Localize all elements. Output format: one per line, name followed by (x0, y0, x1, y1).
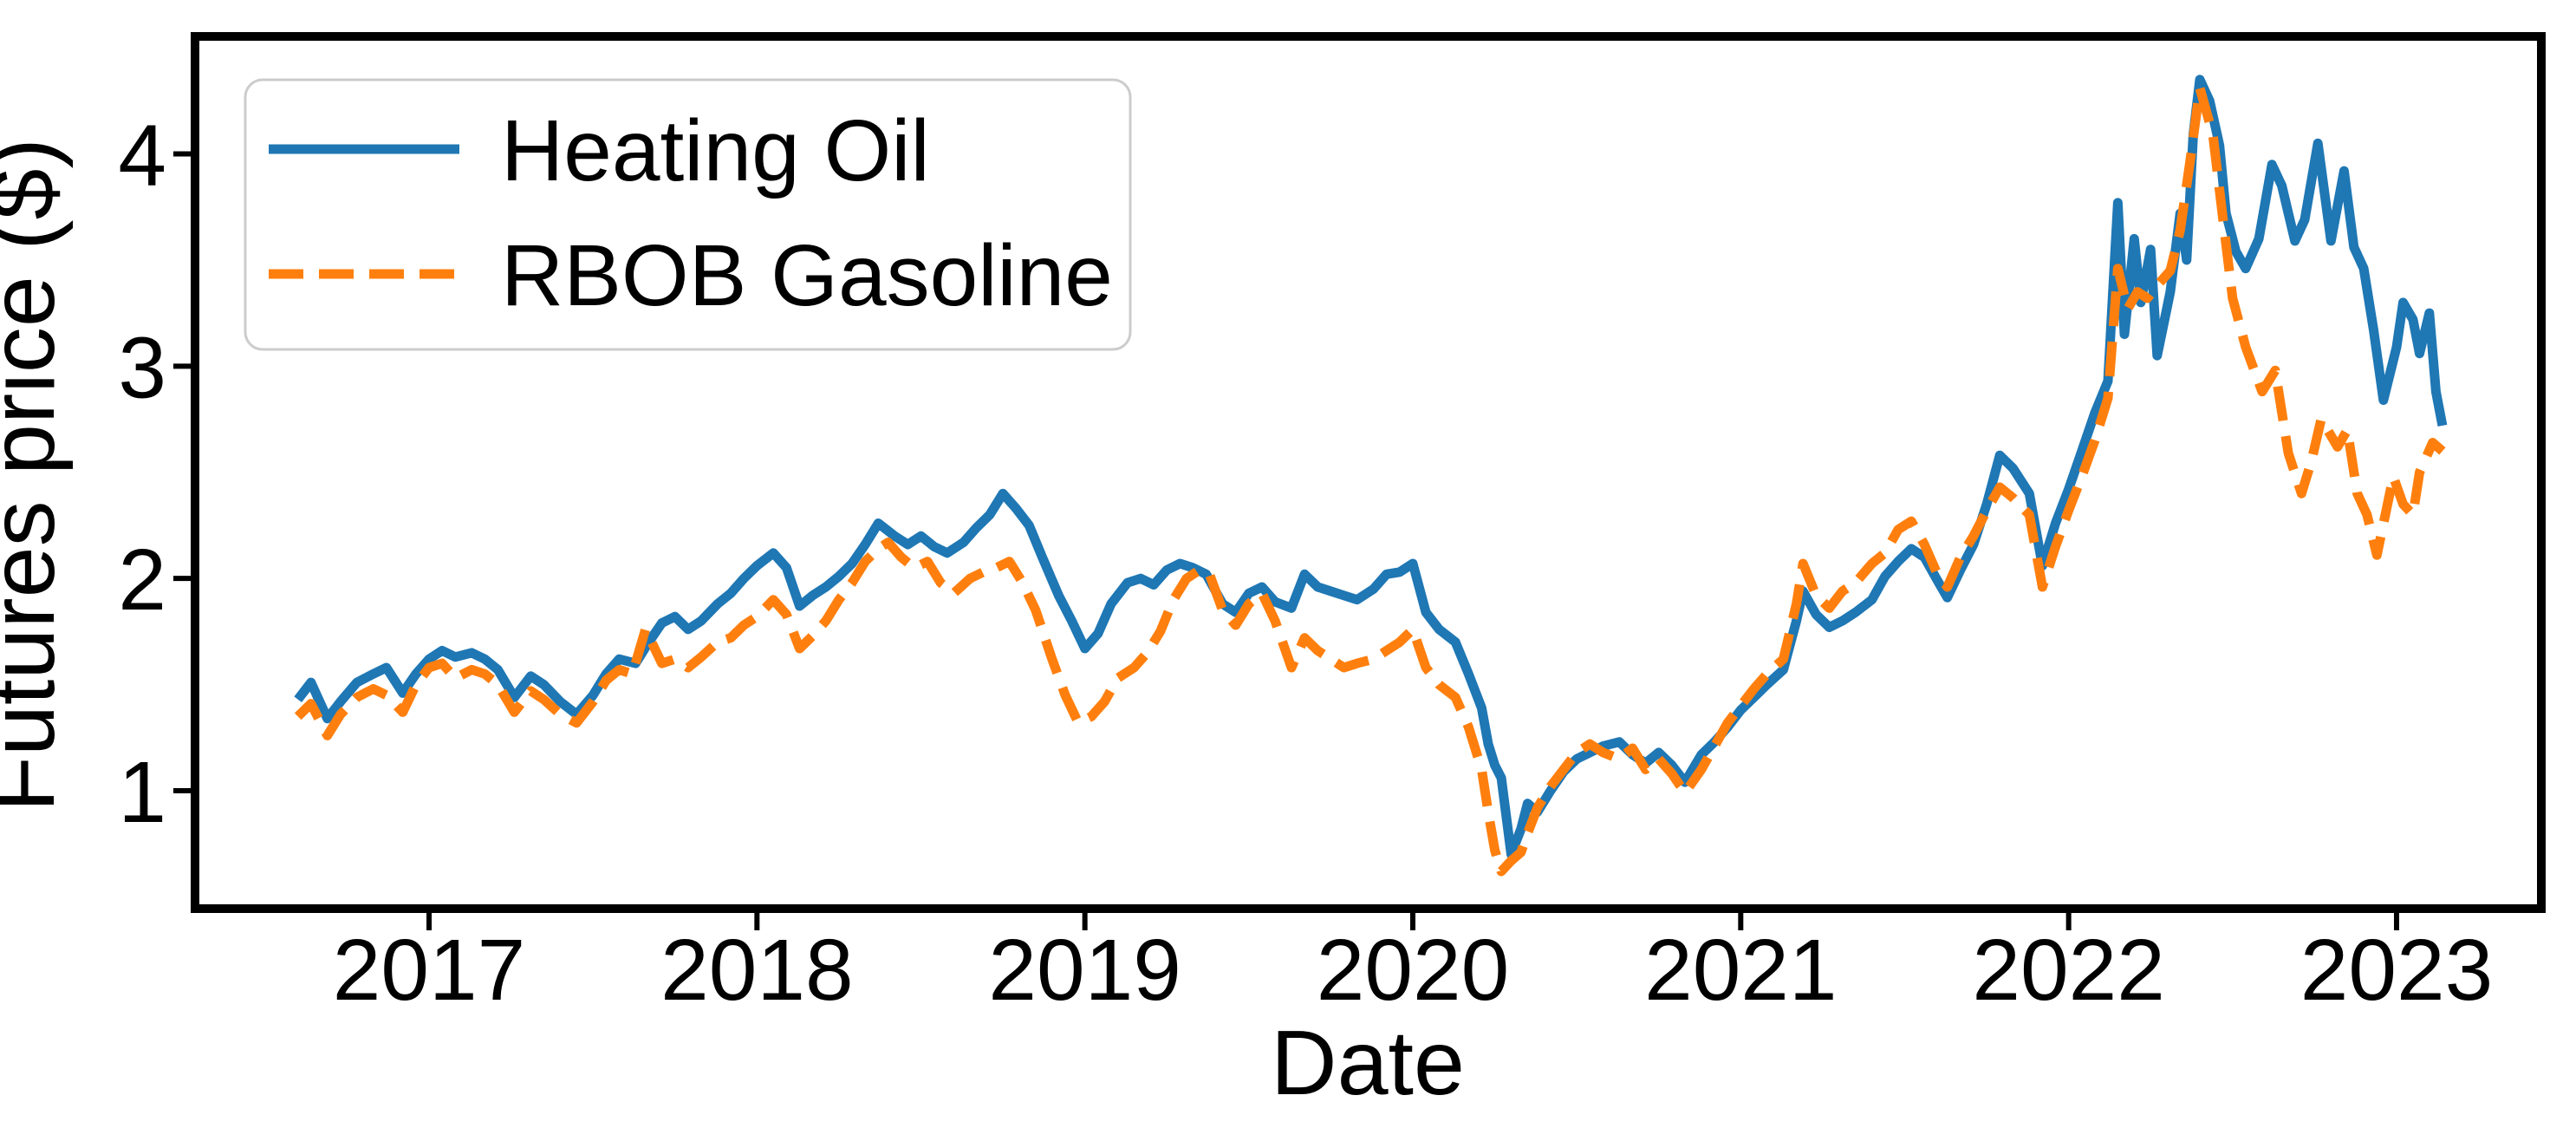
x-tick-label: 2017 (333, 922, 525, 1019)
heating-oil-line (294, 75, 2448, 859)
plot-series (294, 75, 2448, 877)
axis-ticks: 2017 2018 2019 2020 2021 2022 2023 1 2 3 4 (118, 108, 2493, 1019)
y-tick-label: 4 (118, 108, 166, 205)
y-tick-label: 2 (118, 531, 166, 629)
x-tick-label: 2023 (2300, 922, 2493, 1019)
x-tick-label: 2020 (1317, 922, 1509, 1019)
x-axis-label: Date (1271, 1012, 1465, 1114)
y-tick-label: 3 (118, 319, 166, 416)
legend: Heating Oil RBOB Gasoline (244, 78, 1132, 351)
rbob-gasoline-line (294, 83, 2446, 877)
plot-frame (191, 32, 2546, 913)
x-tick-label: 2022 (1972, 922, 2164, 1019)
x-tick-label: 2021 (1644, 922, 1837, 1019)
legend-box (244, 78, 1132, 351)
y-tick-label: 1 (118, 744, 166, 841)
legend-label-rbob-gasoline: RBOB Gasoline (501, 227, 1113, 324)
x-tick-label: 2018 (660, 922, 853, 1019)
y-axis-label: Futures price ($) (0, 138, 74, 812)
x-tick-label: 2019 (988, 922, 1181, 1019)
legend-label-heating-oil: Heating Oil (501, 102, 930, 199)
